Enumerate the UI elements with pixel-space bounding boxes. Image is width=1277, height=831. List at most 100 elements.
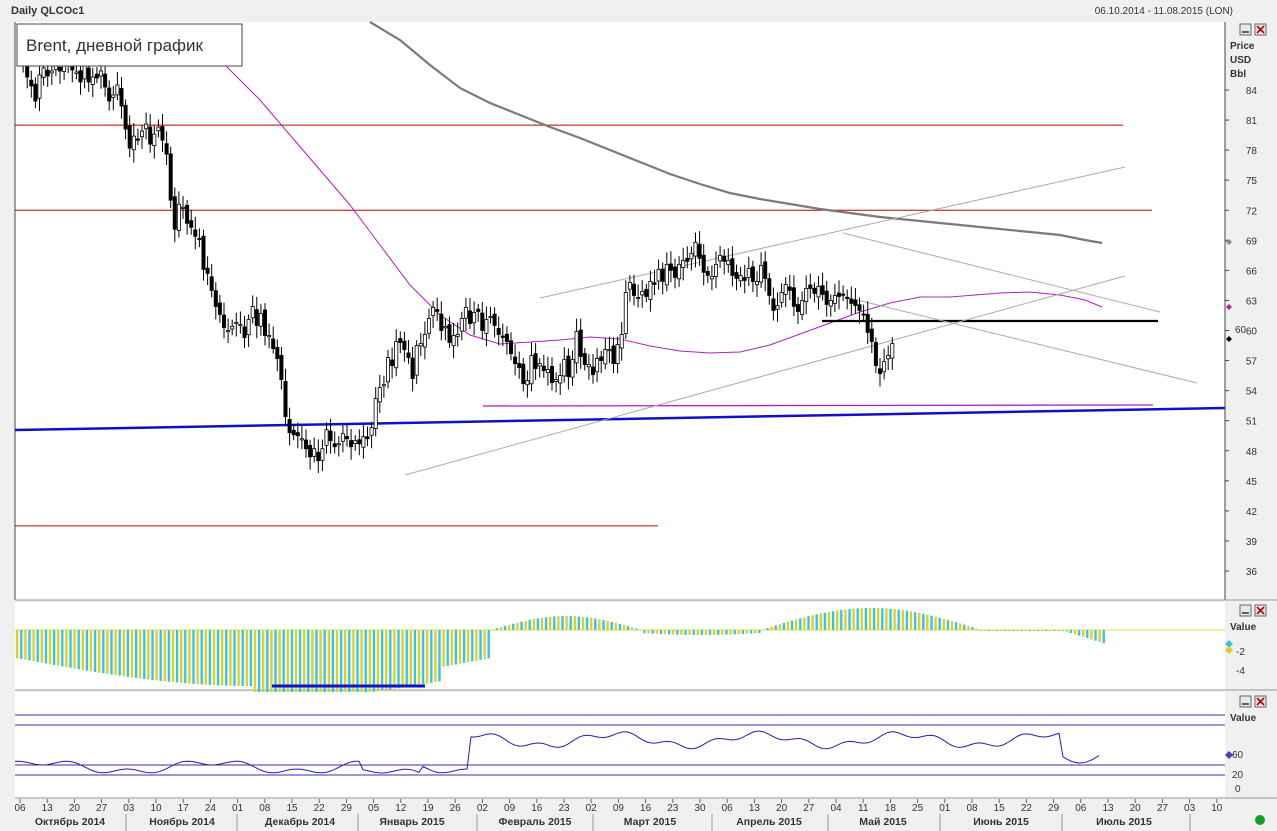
macd-bar xyxy=(1024,630,1027,631)
macd-bar xyxy=(815,614,818,630)
candle-body xyxy=(873,342,878,366)
macd-bar xyxy=(860,608,863,630)
macd-bar xyxy=(200,630,203,685)
candle-body xyxy=(90,76,95,85)
macd-bar xyxy=(631,627,634,630)
candle-body xyxy=(820,285,825,295)
candle-body xyxy=(234,322,239,325)
main-pane-bg xyxy=(15,22,1225,600)
candle-body xyxy=(763,261,768,279)
candle-body xyxy=(99,70,104,77)
macd-bar xyxy=(889,608,892,630)
candle-body xyxy=(664,263,669,286)
price-tick-label: 54 xyxy=(1246,387,1258,398)
price-tick-label: 42 xyxy=(1246,507,1258,518)
macd-bar xyxy=(549,616,552,630)
macd-bar xyxy=(1049,630,1052,631)
macd-bar xyxy=(294,630,298,699)
macd-pane-minimize-icon[interactable] xyxy=(1239,604,1252,617)
candle-body xyxy=(45,69,50,77)
price-tick-label: 63 xyxy=(1246,296,1258,307)
candle-body xyxy=(123,104,128,130)
candle-body xyxy=(796,304,801,312)
candle-body xyxy=(336,443,341,446)
candle-body xyxy=(467,310,472,324)
main-pane-minimize-icon[interactable] xyxy=(1239,23,1252,36)
channel-upper-line xyxy=(539,166,1126,299)
price-tick-label: 39 xyxy=(1246,537,1258,548)
macd-bar xyxy=(28,630,31,661)
macd-bar xyxy=(1082,630,1085,637)
day-tick-label: 17 xyxy=(178,803,190,814)
candle-body xyxy=(566,355,571,377)
candle-body xyxy=(529,355,534,385)
rsi-marker xyxy=(1225,751,1233,759)
macd-bar xyxy=(270,630,273,700)
candle-body xyxy=(632,283,637,296)
candle-body xyxy=(545,369,550,373)
macd-bar xyxy=(503,625,507,630)
time-axis-bg xyxy=(0,799,1277,831)
rsi-pane-minimize-icon[interactable] xyxy=(1239,695,1252,708)
day-tick-label: 22 xyxy=(314,803,326,814)
macd-bar xyxy=(803,617,806,630)
macd-bar xyxy=(1028,630,1032,631)
macd-bar xyxy=(393,630,396,689)
price-tick-label: 66 xyxy=(1246,266,1258,277)
candle-body xyxy=(390,359,395,366)
candle-body xyxy=(344,436,349,440)
main-pane-controls[interactable] xyxy=(1239,23,1267,36)
macd-bar xyxy=(89,630,93,672)
candle-body xyxy=(595,358,600,373)
candle-body xyxy=(185,204,190,224)
macd-bar xyxy=(32,630,35,662)
macd-bar xyxy=(450,630,453,666)
candle-body xyxy=(369,427,374,436)
candle-body xyxy=(586,364,591,368)
macd-bar xyxy=(672,630,675,635)
macd-bar xyxy=(356,630,359,694)
candle-body xyxy=(156,126,161,132)
macd-bar xyxy=(618,623,622,630)
day-tick-label: 01 xyxy=(939,803,951,814)
macd-bar xyxy=(1094,630,1097,641)
day-tick-label: 10 xyxy=(1211,803,1223,814)
macd-bar xyxy=(16,630,19,659)
candle-body xyxy=(275,347,280,359)
macd-bar xyxy=(77,630,80,670)
macd-bar xyxy=(565,616,568,630)
macd-bar xyxy=(995,630,999,631)
month-label: Май 2015 xyxy=(859,816,907,828)
macd-bar xyxy=(557,616,560,630)
macd-bar xyxy=(971,627,974,630)
candle-body xyxy=(49,70,54,74)
rsi-pane-bg xyxy=(15,692,1225,798)
macd-bar xyxy=(454,630,458,665)
macd-bar xyxy=(1041,630,1044,631)
candle-body xyxy=(74,71,79,74)
day-tick-label: 04 xyxy=(830,803,842,814)
macd-bar xyxy=(372,630,376,692)
candle-body xyxy=(172,196,177,230)
candle-body xyxy=(800,300,805,316)
macd-bar xyxy=(65,630,68,668)
candle-body xyxy=(197,237,202,240)
candle-body xyxy=(324,429,329,446)
macd-bar xyxy=(348,630,351,695)
candle-body xyxy=(291,429,296,436)
macd-bar xyxy=(225,630,228,686)
macd-bar xyxy=(692,630,695,635)
day-tick-label: 02 xyxy=(477,803,489,814)
candle-body xyxy=(525,380,530,386)
candle-body xyxy=(82,65,87,80)
candle-body xyxy=(636,297,641,300)
channel-lower-line xyxy=(404,275,1126,476)
day-tick-label: 22 xyxy=(1021,803,1033,814)
day-tick-label: 13 xyxy=(42,803,54,814)
candle-body xyxy=(812,287,817,294)
macd-bar xyxy=(905,610,909,630)
price-tick-label: 81 xyxy=(1246,116,1258,127)
candle-body xyxy=(857,304,862,311)
price-tick-label: 72 xyxy=(1246,206,1258,217)
price-axis-label-1: Price xyxy=(1230,41,1255,52)
